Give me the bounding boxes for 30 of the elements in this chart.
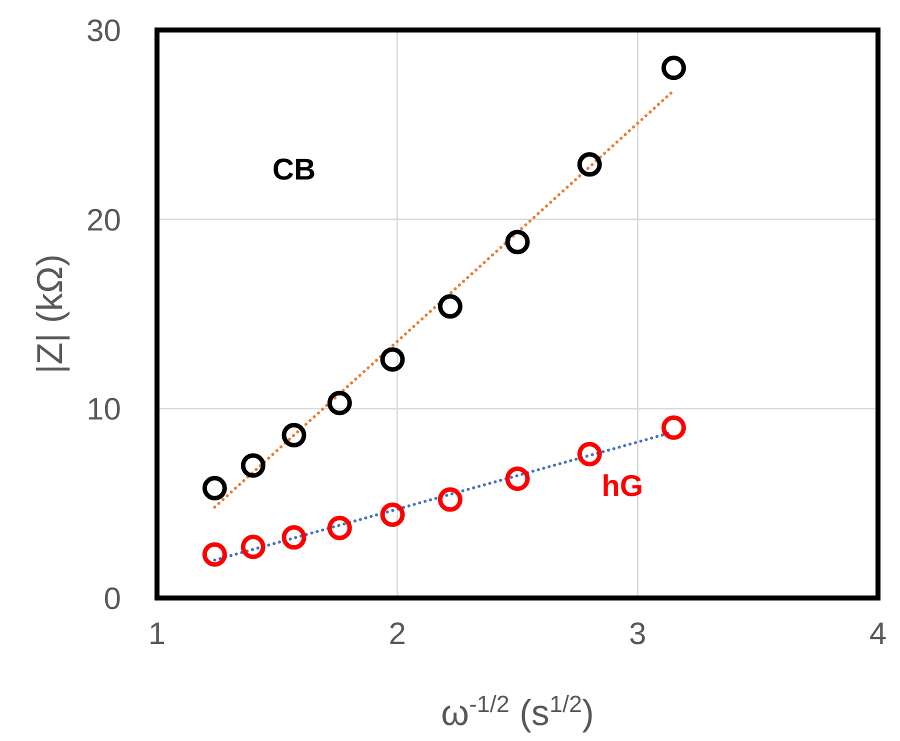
text: CB [272,153,316,186]
point [282,525,306,550]
series-label: hG [602,470,644,504]
point [240,453,266,478]
point [505,230,530,254]
point [202,476,227,500]
x-tick-label: 2 [388,616,406,651]
point [577,442,602,466]
point [380,347,405,372]
point [380,502,405,527]
point [577,152,602,177]
point [438,294,462,319]
point [327,516,352,540]
point [327,390,352,416]
y-tick-label: 20 [86,202,121,238]
point [202,542,227,567]
x-tick-label: 1 [148,616,166,651]
point [438,487,462,512]
point [661,56,686,80]
point [240,534,266,560]
y-tick-label: 30 [86,13,121,48]
point [661,415,686,440]
y-tick-label: 10 [86,392,121,427]
x-tick-label: 4 [869,616,887,651]
point [282,422,306,448]
x-axis-title: ω$^{-1/2}$ (s$^{1/2}$) [441,691,594,733]
y-tick-label: 0 [104,581,121,616]
y-axis-title: |Z| (kΩ) [29,254,70,374]
x-tick-label: 3 [629,616,646,651]
point [505,466,530,491]
